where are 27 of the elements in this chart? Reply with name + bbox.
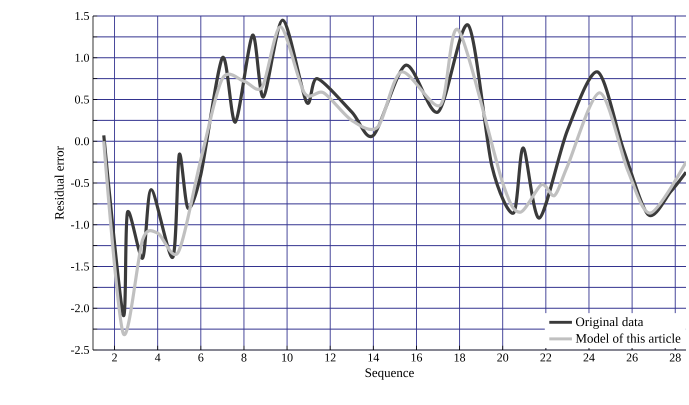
x-tick-label: 2 xyxy=(112,354,117,362)
y-tick-label: 1.5 xyxy=(76,12,90,20)
x-axis-title: Sequence xyxy=(366,368,414,380)
legend-label: Original data xyxy=(576,317,644,329)
y-tick-label: 1.0 xyxy=(76,54,90,62)
x-tick-label: 26 xyxy=(626,354,638,362)
x-tick-label: 22 xyxy=(540,354,552,362)
x-tick-label: 6 xyxy=(198,354,204,362)
y-tick-label: -1.0 xyxy=(70,220,90,229)
y-tick-label: -2.0 xyxy=(70,304,90,312)
x-tick-label: 14 xyxy=(368,354,380,362)
y-tick-label: -1.5 xyxy=(70,262,90,271)
x-tick-label: 24 xyxy=(584,354,595,362)
y-tick-label: -2.5 xyxy=(70,346,90,354)
x-tick-label: 8 xyxy=(241,354,246,362)
x-tick-label: 20 xyxy=(497,354,508,362)
x-tick-label: 18 xyxy=(454,354,466,362)
legend-label: Model of this article xyxy=(576,334,680,343)
x-tick-label: 28 xyxy=(670,354,681,362)
y-tick-label: 0.5 xyxy=(74,95,90,104)
y-axis-title: Residual error xyxy=(54,146,64,220)
x-tick-label: 10 xyxy=(282,354,293,362)
y-tick-label: -0.5 xyxy=(70,178,90,188)
x-tick-label: 12 xyxy=(325,354,336,362)
x-tick-label: 16 xyxy=(412,354,422,362)
y-tick-label: 0.0 xyxy=(74,137,90,146)
x-tick-label: 4 xyxy=(154,354,160,362)
